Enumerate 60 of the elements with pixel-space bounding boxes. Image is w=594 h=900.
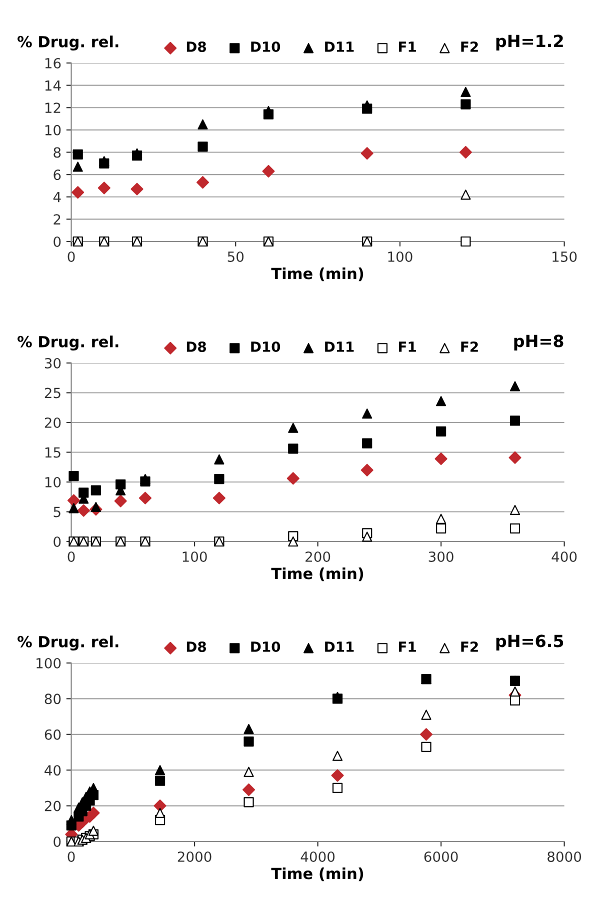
legend-label: D11	[325, 42, 354, 52]
y-tick-label: 0	[54, 836, 61, 847]
y-tick-label: 16	[45, 58, 61, 68]
x-tick-label: 150	[552, 251, 577, 262]
y-tick-label: 100	[36, 658, 61, 668]
y-tick-label: 12	[45, 102, 60, 113]
legend-label: F1	[399, 42, 416, 52]
legend-label: F2	[461, 341, 478, 352]
legend-label: D11	[325, 342, 354, 352]
legend-label: D10	[251, 41, 280, 52]
x-tick-label: 400	[552, 551, 577, 562]
y-tick-label: 25	[44, 388, 60, 398]
legend-label: F1	[399, 642, 416, 652]
y-axis-title: % Drug. rel.	[18, 636, 118, 651]
legend-label: D8	[186, 341, 206, 352]
y-tick-label: 80	[44, 694, 61, 704]
y-tick-label: 0	[54, 236, 61, 247]
y-tick-label: 20	[44, 800, 61, 812]
x-tick-label: 300	[428, 551, 454, 562]
y-axis-title: % Drug. rel.	[18, 36, 118, 51]
x-tick-label: 2000	[178, 851, 212, 862]
legend-label: D8	[186, 641, 206, 652]
x-tick-label: 8000	[548, 851, 582, 862]
y-tick-label: 14	[45, 80, 61, 91]
x-tick-label: 100	[182, 551, 207, 562]
legend-label: F1	[399, 342, 416, 352]
x-axis-title: Time (min)	[271, 567, 364, 582]
x-tick-label: 6000	[424, 851, 458, 862]
x-tick-label: 0	[68, 251, 75, 262]
y-tick-label: 60	[44, 729, 61, 740]
x-tick-label: 0	[68, 551, 75, 562]
x-tick-label: 100	[388, 251, 412, 262]
y-tick-label: 5	[54, 506, 60, 518]
legend-label: F2	[461, 41, 478, 52]
y-axis-title: % Drug. rel.	[18, 336, 118, 351]
y-tick-label: 15	[45, 447, 60, 458]
legend-label: D10	[251, 341, 280, 352]
x-axis-title: Time (min)	[271, 867, 364, 882]
x-tick-label: 50	[228, 251, 244, 262]
y-tick-label: 8	[54, 147, 61, 158]
y-tick-label: 6	[54, 170, 61, 180]
legend-label: D8	[186, 41, 206, 52]
x-tick-label: 0	[68, 851, 75, 862]
text: pH=1.2	[496, 34, 563, 51]
y-tick-label: 10	[45, 124, 61, 136]
y-tick-label: 40	[44, 765, 61, 776]
legend-label: D10	[251, 641, 280, 652]
legend-label: F2	[461, 641, 478, 652]
y-tick-label: 10	[45, 476, 61, 488]
y-tick-label: 20	[44, 417, 61, 428]
x-axis-title: Time (min)	[271, 267, 364, 282]
y-tick-label: 30	[44, 358, 61, 368]
text: pH=6.5	[496, 634, 564, 651]
x-tick-label: 4000	[300, 851, 335, 862]
y-tick-label: 2	[54, 214, 60, 224]
y-tick-label: 4	[53, 192, 61, 202]
y-tick-label: 0	[54, 536, 61, 547]
text: pH=8	[514, 334, 564, 351]
x-tick-label: 200	[306, 551, 330, 562]
legend-label: D11	[325, 642, 354, 652]
